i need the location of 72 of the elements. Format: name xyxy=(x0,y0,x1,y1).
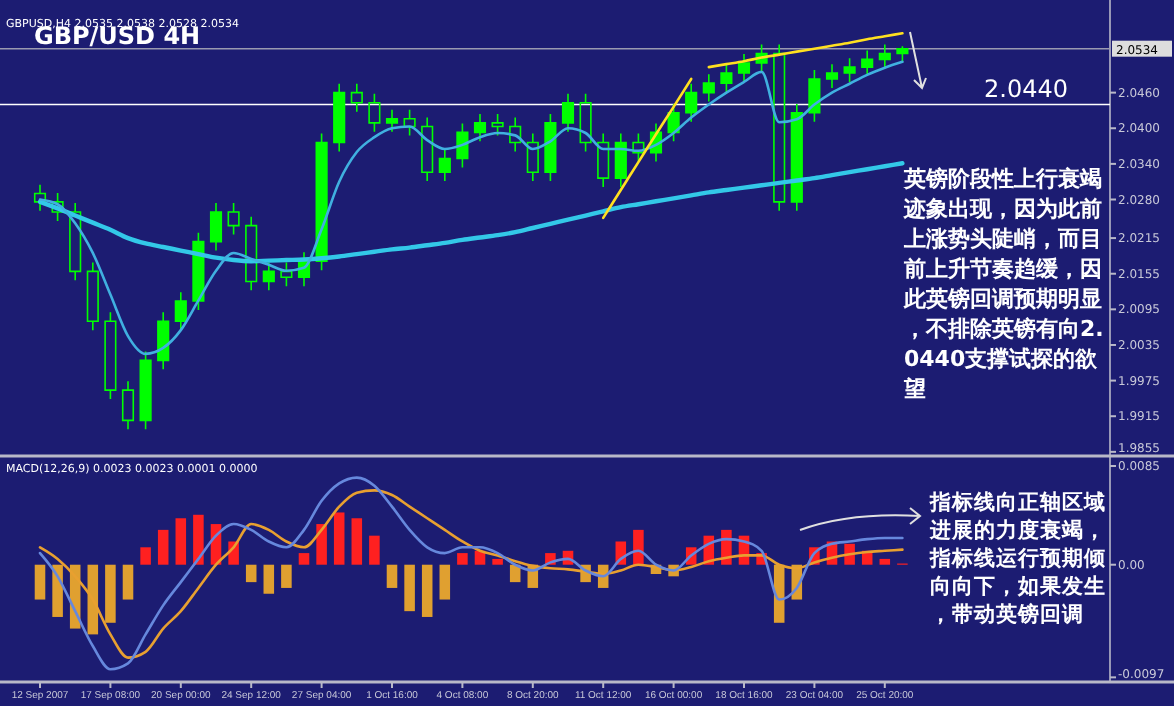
candlestick xyxy=(403,109,416,137)
candlestick xyxy=(825,63,839,89)
bar xyxy=(421,564,433,617)
bar xyxy=(281,564,292,588)
candlestick xyxy=(473,113,487,143)
candlestick xyxy=(350,82,363,113)
bar xyxy=(316,524,327,565)
candlestick xyxy=(262,261,275,292)
candlestick xyxy=(280,261,293,287)
line-series xyxy=(37,161,905,264)
candlestick xyxy=(632,132,645,163)
bar xyxy=(52,564,63,617)
candlestick xyxy=(209,202,223,252)
candlestick xyxy=(69,202,82,282)
candlestick xyxy=(491,113,504,137)
bar xyxy=(140,547,151,565)
bar xyxy=(298,553,310,565)
bar xyxy=(157,529,169,565)
candlestick xyxy=(843,57,856,83)
bar xyxy=(34,564,46,600)
bar xyxy=(105,564,116,623)
candlestick xyxy=(86,261,99,331)
line-series xyxy=(38,60,904,356)
candlestick xyxy=(438,148,451,182)
candlestick xyxy=(597,132,610,188)
candlestick xyxy=(878,43,891,70)
annotation: 英镑阶段性上行衰竭迹象出现，因为此前上涨势头陡峭，而目前上升节奏趋缓，因此英镑回调预期明显，不排除英镑有向2.0440支撑试探的欲望 xyxy=(902,166,1104,402)
candlestick xyxy=(51,192,64,222)
bar xyxy=(245,564,257,583)
candlestick xyxy=(227,202,240,236)
bar xyxy=(386,564,398,588)
candlestick xyxy=(421,116,434,182)
ref-line-label: 2.0440 xyxy=(984,74,1068,103)
bar xyxy=(492,558,503,565)
candlestick xyxy=(579,93,592,153)
bar xyxy=(122,564,134,600)
bar xyxy=(369,535,380,565)
candlestick xyxy=(614,132,627,188)
candlestick xyxy=(174,291,187,331)
candlestick xyxy=(385,109,399,133)
candlestick xyxy=(245,215,258,292)
bar xyxy=(351,518,363,565)
candlestick xyxy=(157,311,170,371)
bar xyxy=(333,512,345,565)
bar xyxy=(457,553,468,565)
bar xyxy=(263,564,275,594)
bar xyxy=(404,564,415,612)
candlestick xyxy=(685,82,698,123)
candlestick xyxy=(333,82,346,153)
candlestick xyxy=(790,103,803,212)
text: 指标线向正轴区域进展的力度衰竭，指标线运行预期倾向向下，如果发生，带动英镑回调 xyxy=(928,489,1106,627)
candlestick xyxy=(139,350,152,431)
candlestick xyxy=(702,73,715,103)
bar xyxy=(175,518,187,565)
bar xyxy=(193,514,204,565)
bar xyxy=(879,558,891,565)
candlestick xyxy=(368,93,381,133)
candlestick xyxy=(526,132,539,182)
candlestick xyxy=(121,380,135,431)
candlestick xyxy=(773,43,786,212)
candlestick xyxy=(737,53,751,83)
candlestick xyxy=(509,116,522,153)
candlestick xyxy=(896,45,909,64)
candlestick xyxy=(720,63,733,93)
line-series xyxy=(601,77,693,220)
candlestick xyxy=(861,49,874,77)
bar xyxy=(439,564,451,600)
candlestick xyxy=(104,311,117,400)
line-series xyxy=(707,31,904,69)
candlestick xyxy=(544,113,557,182)
candlestick xyxy=(808,69,821,123)
candlestick xyxy=(561,93,575,133)
